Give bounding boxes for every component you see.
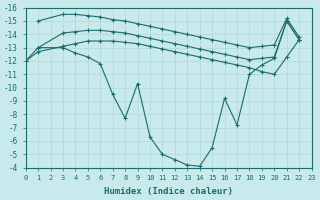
- X-axis label: Humidex (Indice chaleur): Humidex (Indice chaleur): [104, 187, 233, 196]
